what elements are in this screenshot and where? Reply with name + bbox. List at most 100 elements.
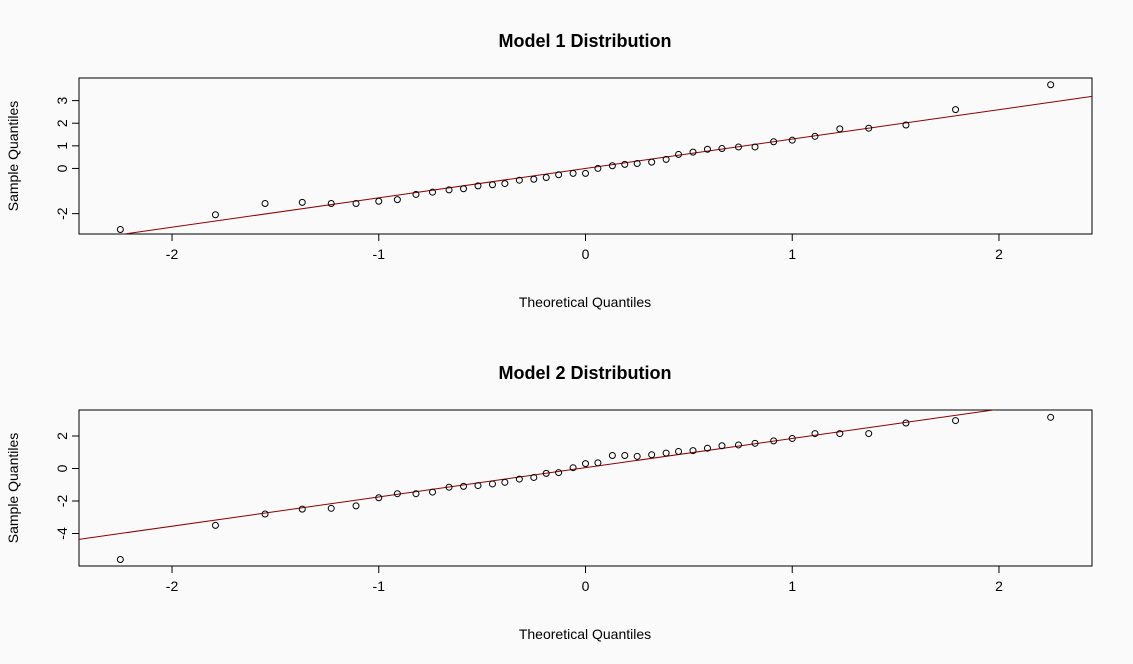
data-point <box>375 494 383 502</box>
chart-title: Model 1 Distribution <box>499 31 672 51</box>
data-point <box>811 430 819 438</box>
data-point <box>298 198 306 206</box>
data-point <box>542 469 550 477</box>
x-tick-label: 0 <box>582 246 590 262</box>
data-point <box>445 483 453 491</box>
data-point <box>675 447 683 455</box>
data-point <box>770 138 778 146</box>
data-point <box>474 182 482 190</box>
data-point <box>393 490 401 498</box>
data-point <box>1047 81 1055 89</box>
data-point <box>474 482 482 490</box>
data-point <box>530 473 538 481</box>
data-point <box>501 478 509 486</box>
data-point <box>662 155 670 163</box>
data-point <box>429 188 437 196</box>
y-tick-label: -2 <box>54 207 70 220</box>
data-point <box>594 459 602 467</box>
x-axis-label: Theoretical Quantiles <box>519 294 651 310</box>
data-point <box>703 444 711 452</box>
data-point <box>788 434 796 442</box>
data-point <box>788 136 796 144</box>
data-point <box>412 190 420 198</box>
data-point <box>501 180 509 188</box>
data-point <box>488 181 496 189</box>
data-point <box>633 452 641 460</box>
data-point <box>352 502 360 510</box>
data-point <box>718 145 726 153</box>
data-point <box>530 175 538 183</box>
y-tick-label: 1 <box>54 142 70 150</box>
data-point <box>734 143 742 151</box>
data-point <box>488 480 496 488</box>
x-tick-label: -1 <box>373 246 386 262</box>
plot-frame <box>78 409 1093 567</box>
y-tick-label: 2 <box>54 119 70 127</box>
chart-title: Model 2 Distribution <box>499 363 672 383</box>
data-point <box>718 442 726 450</box>
data-point <box>569 169 577 177</box>
x-tick-label: 2 <box>995 246 1003 262</box>
data-point <box>836 125 844 133</box>
data-point <box>555 469 563 477</box>
x-axis-label: Theoretical Quantiles <box>519 626 651 642</box>
data-point <box>689 447 697 455</box>
data-point <box>375 197 383 205</box>
plot-marks: -2 -1 0 1 2 -2 0 1 2 3 <box>54 81 1092 262</box>
data-point <box>662 449 670 457</box>
data-point <box>460 482 468 490</box>
data-point <box>460 185 468 193</box>
y-tick-label: 0 <box>54 164 70 172</box>
data-point <box>811 132 819 140</box>
data-point <box>327 504 335 512</box>
data-point <box>393 196 401 204</box>
data-point <box>770 437 778 445</box>
data-point <box>555 171 563 179</box>
data-point <box>648 451 656 459</box>
data-point <box>865 430 873 438</box>
x-tick-label: -1 <box>373 578 386 594</box>
data-point <box>608 162 616 170</box>
data-point <box>261 510 269 518</box>
x-tick-label: -2 <box>166 246 179 262</box>
data-point <box>633 159 641 167</box>
qq-reference-line <box>120 95 1092 234</box>
data-point <box>327 199 335 207</box>
data-point <box>703 145 711 153</box>
data-point <box>515 176 523 184</box>
x-tick-label: 1 <box>788 578 796 594</box>
data-point <box>515 475 523 483</box>
x-tick-label: -2 <box>166 578 179 594</box>
y-tick-label: 3 <box>54 97 70 105</box>
data-point <box>648 158 656 166</box>
y-tick-label: -4 <box>54 527 70 540</box>
y-tick-label: -2 <box>54 495 70 508</box>
plot-marks: -2 -1 0 1 2 -4 -2 0 2 <box>54 410 1055 594</box>
data-point <box>569 464 577 472</box>
y-tick-label: 2 <box>54 432 70 440</box>
x-tick-label: 2 <box>995 578 1003 594</box>
y-axis-label: Sample Quantiles <box>5 433 21 544</box>
data-point <box>621 160 629 168</box>
x-tick-label: 0 <box>582 578 590 594</box>
data-point <box>952 417 960 425</box>
data-point <box>429 488 437 496</box>
data-point <box>734 441 742 449</box>
model-1-panel: Model 1 Distribution Theoretical Quantil… <box>5 31 1093 310</box>
data-point <box>836 430 844 438</box>
qq-reference-line <box>79 410 997 540</box>
data-point <box>952 106 960 114</box>
model-2-panel: Model 2 Distribution Theoretical Quantil… <box>5 363 1093 642</box>
data-point <box>865 124 873 132</box>
data-point <box>352 199 360 207</box>
data-point <box>211 521 219 529</box>
data-point <box>751 143 759 151</box>
data-point <box>689 148 697 156</box>
y-axis-label: Sample Quantiles <box>5 101 21 212</box>
x-tick-label: 1 <box>788 246 796 262</box>
data-point <box>298 505 306 513</box>
data-point <box>608 452 616 459</box>
y-tick-label: 0 <box>54 464 70 472</box>
data-point <box>582 460 589 468</box>
